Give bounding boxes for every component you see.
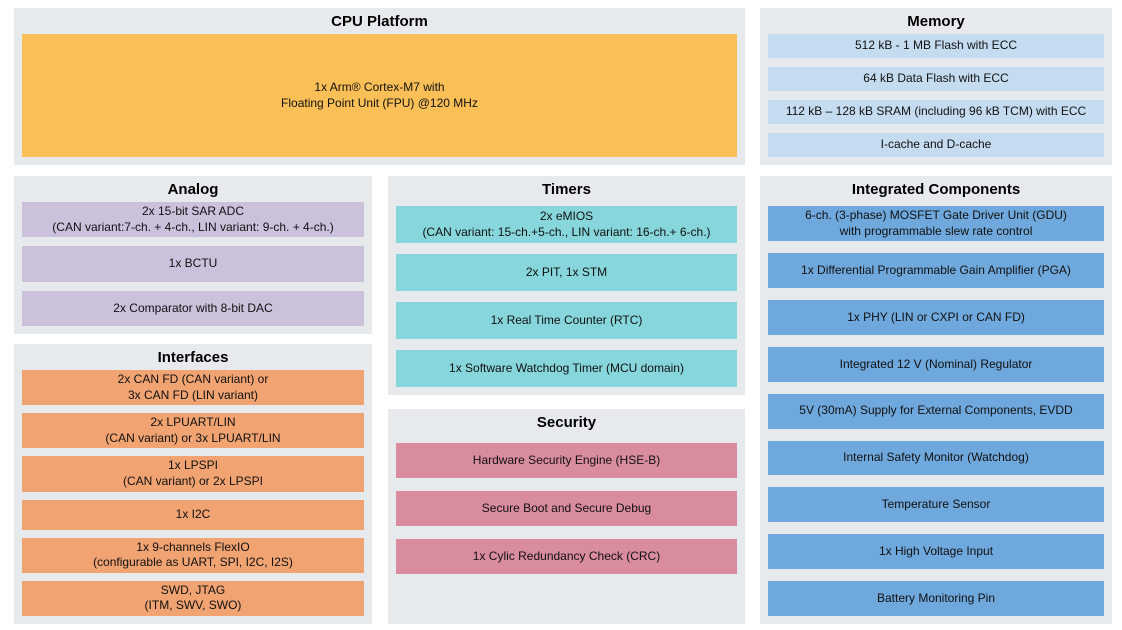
block-line: Battery Monitoring Pin (876, 590, 996, 605)
timers-pit-stm-block: 2x PIT, 1x STM (396, 254, 737, 291)
timers-emios-block: 2x eMIOS (CAN variant: 15-ch.+5-ch., LIN… (396, 206, 737, 243)
section-interfaces: Interfaces 2x CAN FD (CAN variant) or 3x… (14, 344, 372, 624)
memory-sram-block: 112 kB – 128 kB SRAM (including 96 kB TC… (768, 100, 1104, 124)
block-line: 1x I2C (175, 506, 211, 521)
section-title: CPU Platform (331, 13, 428, 30)
integrated-5v-supply-block: 5V (30mA) Supply for External Components… (768, 393, 1104, 429)
section-security: Security Hardware Security Engine (HSE-B… (388, 409, 745, 624)
interfaces-can-fd-block: 2x CAN FD (CAN variant) or 3x CAN FD (LI… (22, 370, 364, 406)
block-line: 3x CAN FD (LIN variant) (127, 387, 259, 402)
block-line: I-cache and D-cache (880, 137, 992, 152)
timers-software-watchdog-block: 1x Software Watchdog Timer (MCU domain) (396, 350, 737, 387)
integrated-regulator-block: Integrated 12 V (Nominal) Regulator (768, 346, 1104, 382)
section-title: Security (536, 414, 597, 431)
block-line: (CAN variant:7-ch. + 4-ch., LIN variant:… (52, 219, 334, 234)
cpu-blocks: 1x Arm® Cortex-M7 with Floating Point Un… (14, 34, 745, 165)
memory-data-flash-block: 64 kB Data Flash with ECC (768, 67, 1104, 91)
block-line: 2x 15-bit SAR ADC (141, 204, 245, 219)
block-line: 2x eMIOS (539, 208, 594, 223)
block-line: 112 kB – 128 kB SRAM (including 96 kB TC… (785, 104, 1087, 119)
integrated-high-voltage-input-block: 1x High Voltage Input (768, 534, 1104, 570)
block-line: 1x 9-channels FlexIO (136, 539, 250, 554)
block-line: 2x Comparator with 8-bit DAC (113, 300, 273, 315)
integrated-battery-monitoring-block: Battery Monitoring Pin (768, 581, 1104, 617)
cpu-core-block: 1x Arm® Cortex-M7 with Floating Point Un… (22, 34, 737, 157)
block-line: 5V (30mA) Supply for External Components… (799, 403, 1073, 418)
analog-bctu-block: 1x BCTU (22, 246, 364, 282)
security-blocks: Hardware Security Engine (HSE-B) Secure … (388, 435, 745, 624)
block-line: 1x BCTU (168, 256, 218, 271)
section-timers: Timers 2x eMIOS (CAN variant: 15-ch.+5-c… (388, 176, 745, 395)
memory-flash-block: 512 kB - 1 MB Flash with ECC (768, 34, 1104, 58)
block-line: (CAN variant) or 2x LPSPI (122, 473, 264, 488)
block-line: 2x CAN FD (CAN variant) or (117, 372, 269, 386)
analog-blocks: 2x 15-bit SAR ADC (CAN variant:7-ch. + 4… (14, 202, 372, 334)
block-line: 1x Real Time Counter (RTC) (490, 312, 643, 327)
security-hse-block: Hardware Security Engine (HSE-B) (396, 443, 737, 478)
block-line: 512 kB - 1 MB Flash with ECC (854, 38, 1018, 53)
section-title: Timers (542, 181, 591, 198)
block-line: (configurable as UART, SPI, I2C, I2S) (93, 555, 293, 570)
block-line: 64 kB Data Flash with ECC (863, 71, 1009, 86)
block-line: Floating Point Unit (FPU) @120 MHz (281, 95, 478, 110)
block-line: 1x Differential Programmable Gain Amplif… (801, 262, 1071, 277)
section-memory: Memory 512 kB - 1 MB Flash with ECC 64 k… (760, 8, 1112, 165)
section-title: Memory (907, 13, 965, 30)
integrated-phy-block: 1x PHY (LIN or CXPI or CAN FD) (768, 300, 1104, 335)
block-line: 1x Software Watchdog Timer (MCU domain) (449, 360, 684, 375)
section-cpu-platform: CPU Platform 1x Arm® Cortex-M7 with Floa… (14, 8, 745, 165)
block-line: 2x LPUART/LIN (150, 415, 236, 430)
security-crc-block: 1x Cylic Redundancy Check (CRC) (396, 539, 737, 574)
section-title: Integrated Components (851, 181, 1021, 198)
section-title: Interfaces (157, 349, 229, 366)
integrated-pga-block: 1x Differential Programmable Gain Amplif… (768, 253, 1104, 289)
block-line: (CAN variant) or 3x LPUART/LIN (105, 430, 281, 445)
block-line: Temperature Sensor (881, 497, 991, 512)
block-line: Internal Safety Monitor (Watchdog) (843, 450, 1029, 465)
interfaces-flexio-block: 1x 9-channels FlexIO (configurable as UA… (22, 537, 364, 573)
timers-rtc-block: 1x Real Time Counter (RTC) (396, 302, 737, 339)
block-line: Secure Boot and Secure Debug (481, 500, 652, 515)
interfaces-swd-jtag-block: SWD, JTAG (ITM, SWV, SWO) (22, 580, 364, 616)
section-integrated-components: Integrated Components 6-ch. (3-phase) MO… (760, 176, 1112, 624)
interfaces-lpuart-lin-block: 2x LPUART/LIN (CAN variant) or 3x LPUART… (22, 413, 364, 449)
block-line: 6-ch. (3-phase) MOSFET Gate Driver Unit … (805, 208, 1067, 222)
section-title: Analog (167, 181, 219, 198)
analog-comparator-block: 2x Comparator with 8-bit DAC (22, 290, 364, 326)
interfaces-blocks: 2x CAN FD (CAN variant) or 3x CAN FD (LI… (14, 370, 372, 624)
block-line: Integrated 12 V (Nominal) Regulator (839, 356, 1033, 371)
memory-cache-block: I-cache and D-cache (768, 133, 1104, 157)
integrated-gdu-block: 6-ch. (3-phase) MOSFET Gate Driver Unit … (768, 206, 1104, 242)
interfaces-i2c-block: 1x I2C (22, 499, 364, 530)
analog-sar-adc-block: 2x 15-bit SAR ADC (CAN variant:7-ch. + 4… (22, 202, 364, 238)
security-secure-boot-block: Secure Boot and Secure Debug (396, 491, 737, 526)
block-line: 1x Cylic Redundancy Check (CRC) (472, 548, 661, 563)
block-line: Hardware Security Engine (HSE-B) (472, 452, 661, 467)
block-line: SWD, JTAG (160, 582, 226, 597)
section-analog: Analog 2x 15-bit SAR ADC (CAN variant:7-… (14, 176, 372, 334)
integrated-components-blocks: 6-ch. (3-phase) MOSFET Gate Driver Unit … (760, 202, 1112, 624)
interfaces-lpspi-block: 1x LPSPI (CAN variant) or 2x LPSPI (22, 456, 364, 492)
block-line: (ITM, SWV, SWO) (144, 598, 242, 613)
block-line: (CAN variant: 15-ch.+5-ch., LIN variant:… (422, 224, 711, 239)
block-line: 1x Arm® Cortex-M7 with (314, 79, 445, 94)
block-line: with programmable slew rate control (839, 223, 1033, 238)
block-line: 1x PHY (LIN or CXPI or CAN FD) (847, 309, 1025, 324)
block-line: 2x PIT, 1x STM (525, 264, 608, 279)
block-line: 1x LPSPI (167, 458, 219, 473)
integrated-safety-monitor-block: Internal Safety Monitor (Watchdog) (768, 440, 1104, 476)
block-line: 1x High Voltage Input (878, 543, 994, 558)
timers-blocks: 2x eMIOS (CAN variant: 15-ch.+5-ch., LIN… (388, 202, 745, 395)
memory-blocks: 512 kB - 1 MB Flash with ECC 64 kB Data … (760, 34, 1112, 165)
integrated-temperature-sensor-block: Temperature Sensor (768, 487, 1104, 523)
